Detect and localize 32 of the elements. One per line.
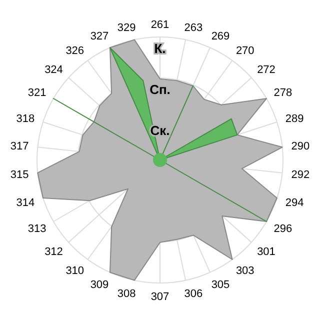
text: Сп. [150,82,170,97]
spoke-label: 278 [274,86,292,99]
spoke-label: 294 [285,196,304,209]
spoke-label: 313 [28,222,46,235]
spoke-label: 329 [117,22,136,34]
spoke-label: 315 [10,169,29,182]
spoke-label: 306 [184,288,203,300]
spoke-label: 263 [184,22,203,34]
spoke-label: 292 [291,169,310,182]
spoke-label: 296 [274,222,292,235]
spoke-label: 312 [44,246,63,258]
spoke-label: 317 [10,140,29,153]
text: К. [154,41,166,56]
spoke-label: 318 [16,112,35,125]
spoke-label: 269 [211,30,230,43]
spoke-label: 321 [28,86,46,99]
spoke-label: 270 [236,44,254,57]
spoke-label: 326 [66,44,84,57]
spoke-label: 289 [285,112,304,125]
spoke-label: 307 [150,290,170,303]
spoke-label: 309 [90,279,109,292]
spoke-label: 310 [66,264,84,277]
spoke-label: 261 [150,18,170,31]
spoke-label: 324 [44,64,63,76]
spoke-label: 301 [257,246,276,258]
spoke-label: 314 [16,196,35,209]
spoke-label: 308 [117,288,136,300]
spoke-label: 327 [90,30,109,43]
spoke-label: 305 [211,279,230,292]
spoke-label: 290 [291,140,310,153]
spoke-label: 303 [236,264,254,277]
spoke-label: 272 [257,64,276,76]
